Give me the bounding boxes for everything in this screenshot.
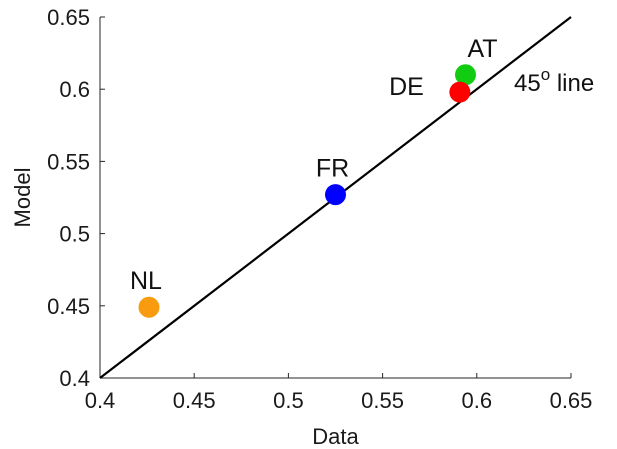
x-axis-label: Data xyxy=(312,424,359,449)
y-tick-label-0: 0.4 xyxy=(59,366,90,391)
reference-line-label: 45o line xyxy=(514,65,594,97)
reference-line-label-text: line xyxy=(550,70,594,97)
x-tick-label-1: 0.45 xyxy=(173,388,216,413)
y-axis-label: Model xyxy=(10,168,35,228)
y-tick-label-5: 0.65 xyxy=(47,5,90,30)
point-label-nl: NL xyxy=(130,267,162,295)
x-tick-label-5: 0.65 xyxy=(550,388,593,413)
point-label-at: AT xyxy=(467,35,497,63)
y-tick-label-4: 0.6 xyxy=(59,77,90,102)
y-tick-label-2: 0.5 xyxy=(59,222,90,247)
point-label-fr: FR xyxy=(316,155,349,183)
x-tick-label-0: 0.4 xyxy=(85,388,116,413)
point-at xyxy=(454,64,476,86)
data-points: NL FR AT DE xyxy=(130,35,498,318)
x-tick-label-4: 0.6 xyxy=(462,388,493,413)
reference-line-label-number: 45 xyxy=(514,70,541,97)
y-tick-label-1: 0.45 xyxy=(47,294,90,319)
point-fr xyxy=(325,184,346,206)
reference-line-label-degree: o xyxy=(541,65,550,84)
point-nl xyxy=(138,296,160,318)
point-de xyxy=(449,81,471,103)
y-tick-label-3: 0.55 xyxy=(47,149,90,174)
x-tick-label-2: 0.5 xyxy=(273,388,304,413)
axes: 0.4 0.45 0.5 0.55 0.6 0.65 0.4 0.45 0.5 0.55 0.6 0.… xyxy=(47,5,592,413)
x-tick-label-3: 0.55 xyxy=(361,388,404,413)
point-label-de: DE xyxy=(389,73,424,101)
reference-line-group: 45o line xyxy=(99,16,594,379)
